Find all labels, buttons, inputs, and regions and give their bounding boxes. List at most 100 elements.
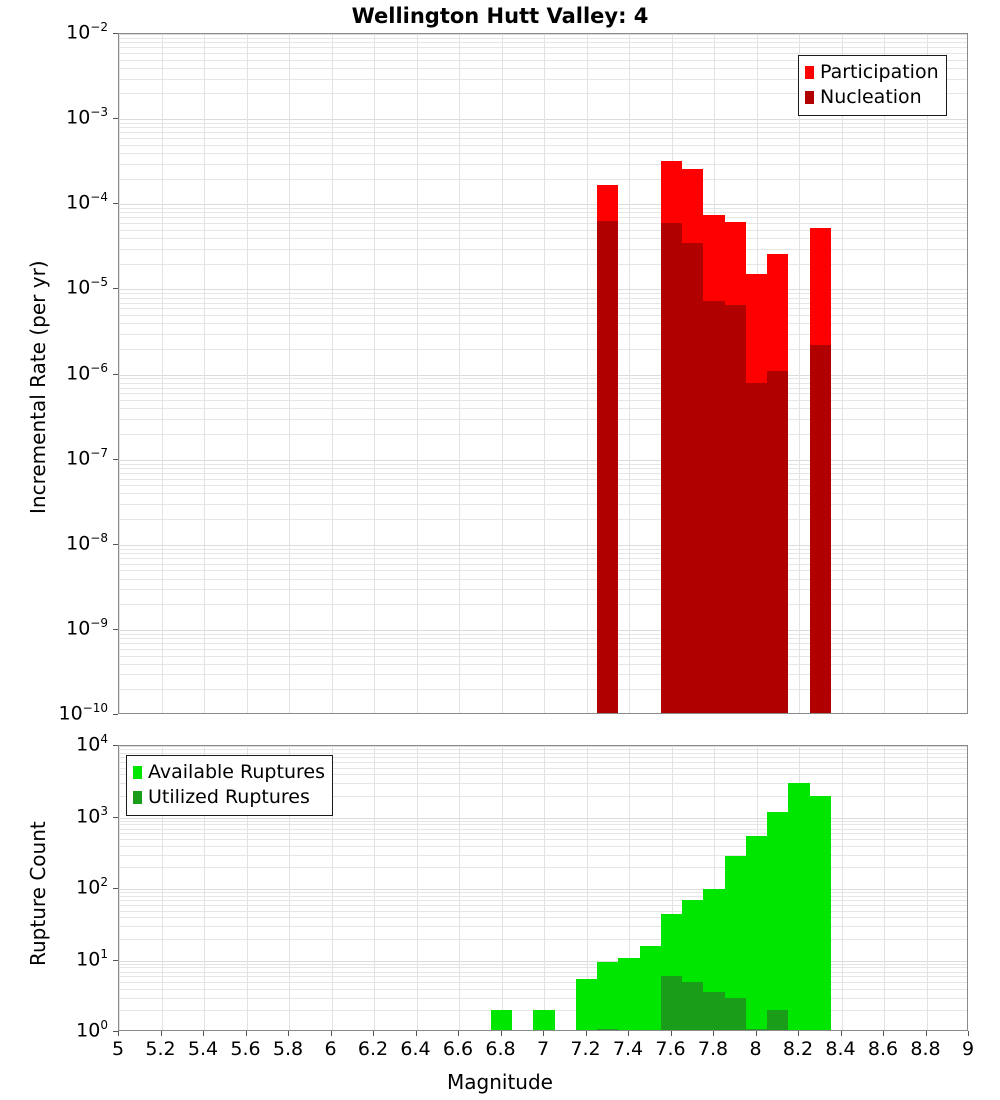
x-tick: 5	[111, 1038, 125, 1060]
legend-swatch-icon	[133, 766, 142, 779]
x-tick-mark	[755, 1031, 757, 1036]
x-tick: 8.6	[867, 1038, 899, 1060]
bar	[597, 962, 619, 1030]
bar	[597, 184, 619, 713]
top-y-tick: 10−5	[66, 275, 108, 299]
x-tick-mark	[925, 1031, 927, 1036]
bar	[490, 1010, 513, 1030]
bottom-y-tick: 103	[76, 803, 108, 827]
bar	[660, 161, 683, 713]
x-tick-mark	[670, 1031, 672, 1036]
top-y-tick-mark	[113, 628, 118, 630]
x-tick-mark	[245, 1031, 247, 1036]
bar	[745, 835, 768, 1030]
bar-segment-inner	[682, 243, 704, 713]
top-y-tick-mark	[113, 288, 118, 290]
bar	[724, 221, 746, 713]
bar-segment-inner	[597, 220, 619, 713]
x-tick: 8	[749, 1038, 762, 1060]
bar	[660, 913, 683, 1030]
top-y-tick: 10−6	[66, 360, 108, 384]
x-tick: 6.8	[485, 1038, 516, 1060]
top-y-tick: 10−10	[58, 701, 108, 725]
bar-segment-inner	[724, 997, 746, 1030]
x-tick: 8.4	[825, 1038, 856, 1060]
bar-segment-inner	[703, 992, 725, 1030]
x-tick: 8.8	[910, 1038, 941, 1060]
top-y-tick-mark	[113, 33, 118, 34]
bottom-y-tick: 104	[76, 732, 108, 756]
x-tick: 6.2	[357, 1038, 389, 1060]
bar	[703, 889, 725, 1030]
bar-segment-inner	[703, 300, 725, 713]
bar	[682, 168, 704, 713]
bar	[788, 783, 810, 1030]
top-y-tick: 10−2	[66, 20, 108, 44]
legend-item: Utilized Ruptures	[133, 785, 325, 810]
top-y-tick: 10−3	[66, 105, 108, 129]
bar-segment-inner	[767, 1010, 789, 1030]
top-plot-area	[118, 33, 968, 714]
bar-segment-inner	[660, 222, 683, 713]
legend-label: Nucleation	[820, 86, 922, 108]
bar-segment-inner	[660, 976, 683, 1030]
legend-item: Participation	[805, 60, 939, 85]
legend-label: Participation	[820, 61, 939, 83]
top-bars	[119, 34, 967, 713]
bar	[639, 945, 661, 1030]
x-tick: 5.8	[272, 1038, 304, 1060]
bar	[575, 979, 598, 1030]
top-legend: Participation Nucleation	[798, 55, 947, 116]
x-tick-mark	[203, 1031, 204, 1036]
x-tick: 6	[324, 1038, 337, 1060]
bar	[767, 254, 789, 713]
legend-item: Nucleation	[805, 85, 939, 110]
bottom-y-tick-mark	[113, 1031, 118, 1032]
bar	[618, 957, 640, 1030]
x-tick-mark	[585, 1031, 587, 1036]
x-tick: 7.8	[697, 1038, 729, 1060]
x-tick-mark	[883, 1031, 884, 1036]
x-tick-mark	[713, 1031, 714, 1036]
legend-label: Utilized Ruptures	[148, 786, 310, 808]
bar-segment-inner	[724, 304, 746, 713]
top-y-axis-title: Incremental Rate (per yr)	[26, 259, 50, 514]
legend-swatch-icon	[133, 791, 142, 804]
bottom-y-tick: 100	[76, 1018, 108, 1042]
bar	[809, 795, 831, 1030]
bottom-y-tick-mark	[113, 959, 118, 961]
x-tick-mark	[798, 1031, 799, 1036]
legend-swatch-icon	[805, 66, 814, 79]
page-title: Wellington Hutt Valley: 4	[351, 4, 649, 28]
top-y-tick-mark	[113, 203, 118, 205]
x-tick-mark	[415, 1031, 417, 1036]
x-tick: 7.2	[570, 1038, 601, 1060]
legend-label: Available Ruptures	[148, 761, 325, 783]
bottom-y-tick-mark	[113, 888, 118, 889]
x-tick: 7.4	[612, 1038, 644, 1060]
bottom-y-tick-mark	[113, 816, 118, 818]
bar-segment-inner	[767, 370, 789, 713]
bar-segment-inner	[745, 1029, 768, 1030]
x-tick-mark	[543, 1031, 544, 1036]
x-tick: 5.2	[145, 1038, 176, 1060]
legend-swatch-icon	[805, 91, 814, 104]
bottom-y-tick-mark	[113, 745, 118, 746]
x-tick: 8.2	[782, 1038, 814, 1060]
bar	[682, 900, 704, 1030]
top-y-tick: 10−9	[66, 615, 108, 640]
x-tick-mark	[160, 1031, 162, 1036]
top-y-tick-mark	[113, 118, 118, 120]
x-tick: 7.6	[655, 1038, 686, 1060]
x-tick-mark	[330, 1031, 332, 1036]
x-axis-title: Magnitude	[447, 1070, 553, 1094]
top-y-tick: 10−8	[66, 530, 108, 555]
top-y-tick-mark	[113, 373, 118, 375]
x-tick-mark	[458, 1031, 459, 1036]
bar	[809, 228, 831, 713]
bar-segment-inner	[745, 382, 768, 713]
bar	[533, 1010, 555, 1030]
top-y-tick-mark	[113, 543, 118, 545]
bar-segment-inner	[597, 1029, 619, 1030]
